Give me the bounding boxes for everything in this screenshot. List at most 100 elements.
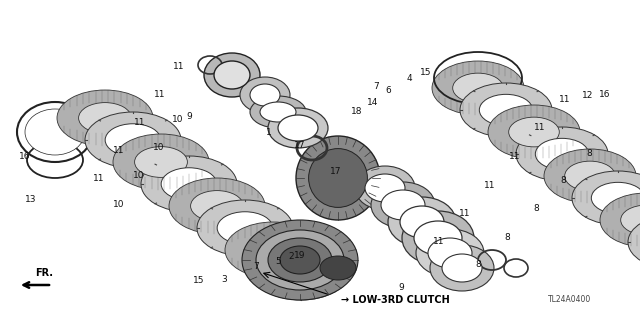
Ellipse shape xyxy=(564,161,615,191)
Text: 11: 11 xyxy=(459,209,470,218)
Ellipse shape xyxy=(308,149,367,207)
Ellipse shape xyxy=(214,61,250,89)
Ellipse shape xyxy=(414,221,462,255)
Ellipse shape xyxy=(113,134,209,190)
Ellipse shape xyxy=(85,112,181,168)
Ellipse shape xyxy=(591,182,640,214)
Ellipse shape xyxy=(250,84,280,106)
Ellipse shape xyxy=(628,215,640,269)
Text: 11: 11 xyxy=(534,123,545,132)
Ellipse shape xyxy=(242,220,358,300)
Text: 17: 17 xyxy=(294,141,305,150)
Ellipse shape xyxy=(169,178,265,234)
Text: 11: 11 xyxy=(113,146,125,155)
Ellipse shape xyxy=(204,53,260,97)
Ellipse shape xyxy=(544,149,636,203)
Ellipse shape xyxy=(134,147,188,177)
Text: 17: 17 xyxy=(330,167,341,176)
Text: 18: 18 xyxy=(351,107,363,115)
Ellipse shape xyxy=(371,182,435,228)
Ellipse shape xyxy=(365,174,405,202)
Text: 11: 11 xyxy=(559,95,570,104)
Ellipse shape xyxy=(253,244,349,300)
Text: 5: 5 xyxy=(276,257,281,266)
Text: → LOW-3RD CLUTCH: → LOW-3RD CLUTCH xyxy=(340,295,449,305)
Ellipse shape xyxy=(240,77,290,113)
Ellipse shape xyxy=(388,197,456,247)
Text: 10: 10 xyxy=(153,143,164,152)
Text: 13: 13 xyxy=(25,195,36,204)
Ellipse shape xyxy=(25,109,85,155)
Ellipse shape xyxy=(246,234,300,265)
Ellipse shape xyxy=(268,238,332,282)
Ellipse shape xyxy=(509,117,559,147)
Ellipse shape xyxy=(600,193,640,247)
Ellipse shape xyxy=(280,246,320,274)
Ellipse shape xyxy=(260,102,296,122)
Ellipse shape xyxy=(278,115,318,141)
Text: 16: 16 xyxy=(599,90,611,99)
Ellipse shape xyxy=(430,245,494,291)
Ellipse shape xyxy=(416,229,484,277)
Ellipse shape xyxy=(479,94,532,126)
Ellipse shape xyxy=(256,230,344,290)
Text: 10: 10 xyxy=(172,115,184,124)
Text: 8: 8 xyxy=(476,260,481,269)
Ellipse shape xyxy=(516,127,608,181)
Text: 10: 10 xyxy=(132,171,144,180)
Ellipse shape xyxy=(161,168,217,200)
Ellipse shape xyxy=(452,73,503,103)
Text: 10: 10 xyxy=(113,200,125,209)
Ellipse shape xyxy=(296,136,380,220)
Text: 7: 7 xyxy=(374,82,379,91)
Text: 7: 7 xyxy=(253,262,259,271)
Text: 4: 4 xyxy=(407,74,412,83)
Text: FR.: FR. xyxy=(35,268,53,278)
Ellipse shape xyxy=(460,83,552,137)
Text: 11: 11 xyxy=(509,152,520,161)
Text: 11: 11 xyxy=(173,62,185,71)
Text: 8: 8 xyxy=(505,233,510,242)
Ellipse shape xyxy=(273,256,329,288)
Text: 11: 11 xyxy=(93,174,105,183)
Text: 2: 2 xyxy=(289,252,294,261)
Ellipse shape xyxy=(442,254,482,282)
Ellipse shape xyxy=(400,206,444,238)
Ellipse shape xyxy=(320,256,356,280)
Text: 14: 14 xyxy=(367,98,378,107)
Text: 15: 15 xyxy=(193,276,204,285)
Ellipse shape xyxy=(381,190,425,220)
Ellipse shape xyxy=(197,200,293,256)
Text: 11: 11 xyxy=(433,237,445,246)
Ellipse shape xyxy=(355,166,415,210)
Ellipse shape xyxy=(488,105,580,159)
Text: 11: 11 xyxy=(134,118,145,127)
Ellipse shape xyxy=(535,138,589,170)
Text: 12: 12 xyxy=(582,91,593,100)
Ellipse shape xyxy=(225,222,321,278)
Text: 8: 8 xyxy=(586,149,591,158)
Text: 11: 11 xyxy=(484,181,495,189)
Text: 9: 9 xyxy=(187,112,192,121)
Ellipse shape xyxy=(79,103,131,133)
Ellipse shape xyxy=(105,124,161,156)
Ellipse shape xyxy=(141,156,237,212)
Ellipse shape xyxy=(268,108,328,148)
Ellipse shape xyxy=(621,205,640,235)
Ellipse shape xyxy=(191,190,243,221)
Text: 9: 9 xyxy=(399,283,404,292)
Text: 15: 15 xyxy=(420,68,431,77)
Text: 8: 8 xyxy=(561,176,566,185)
Ellipse shape xyxy=(57,90,153,146)
Text: 19: 19 xyxy=(294,251,305,260)
Text: 16: 16 xyxy=(19,152,30,161)
Ellipse shape xyxy=(432,61,524,115)
Text: 6: 6 xyxy=(386,86,391,95)
Ellipse shape xyxy=(250,96,306,128)
Ellipse shape xyxy=(572,171,640,225)
Text: 8: 8 xyxy=(534,204,539,213)
Text: 1: 1 xyxy=(266,128,271,137)
Text: TL24A0400: TL24A0400 xyxy=(548,295,591,305)
Ellipse shape xyxy=(217,212,273,244)
Ellipse shape xyxy=(428,238,472,268)
